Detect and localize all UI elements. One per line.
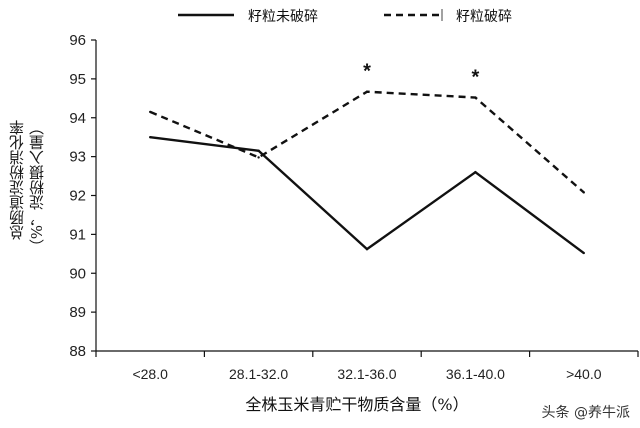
y-tick-label: 93 xyxy=(69,149,86,166)
data-point xyxy=(474,170,477,174)
series-line-2 xyxy=(149,90,585,194)
y-tick-label: 96 xyxy=(69,32,86,49)
x-tick-label: 32.1-36.0 xyxy=(337,366,396,382)
data-point xyxy=(149,110,152,114)
watermark: 头条 @养牛派 xyxy=(541,405,630,421)
data-point xyxy=(582,251,585,255)
data-point xyxy=(149,135,152,139)
x-tick-label: 28.1-32.0 xyxy=(229,366,288,382)
data-point xyxy=(365,90,369,93)
x-tick-label: >40.0 xyxy=(566,366,602,382)
y-tick-label: 88 xyxy=(69,343,86,360)
x-axis-title: 全株玉米青贮干物质含量（%） xyxy=(245,395,468,414)
y-axis-label-line1: 总肠道淀粉消化率 xyxy=(8,120,26,240)
y-tick-label: 92 xyxy=(69,188,86,205)
legend-label-1: 籽粒未破碎 xyxy=(248,9,318,25)
y-axis-label: 总肠道淀粉消化率 （%，淀粉摄入量） xyxy=(6,120,46,320)
data-point xyxy=(474,96,477,99)
y-tick-label: 90 xyxy=(69,265,86,282)
data-point xyxy=(257,156,260,159)
legend-label-2: 籽粒破碎 xyxy=(456,9,512,25)
data-point xyxy=(365,247,369,251)
y-tick-label: 95 xyxy=(69,71,86,88)
data-point xyxy=(257,149,260,152)
y-tick-label: 89 xyxy=(69,304,86,321)
data-point xyxy=(582,191,585,194)
x-tick-label: <28.0 xyxy=(132,366,168,382)
y-tick-label: 91 xyxy=(69,226,86,243)
y-tick-label: 94 xyxy=(69,110,86,127)
significance-mark: * xyxy=(472,67,480,89)
y-axis-label-line2: （%，淀粉摄入量） xyxy=(28,120,46,255)
significance-mark: * xyxy=(363,61,371,83)
x-tick-label: 36.1-40.0 xyxy=(446,366,505,382)
series-line-1 xyxy=(150,135,585,254)
